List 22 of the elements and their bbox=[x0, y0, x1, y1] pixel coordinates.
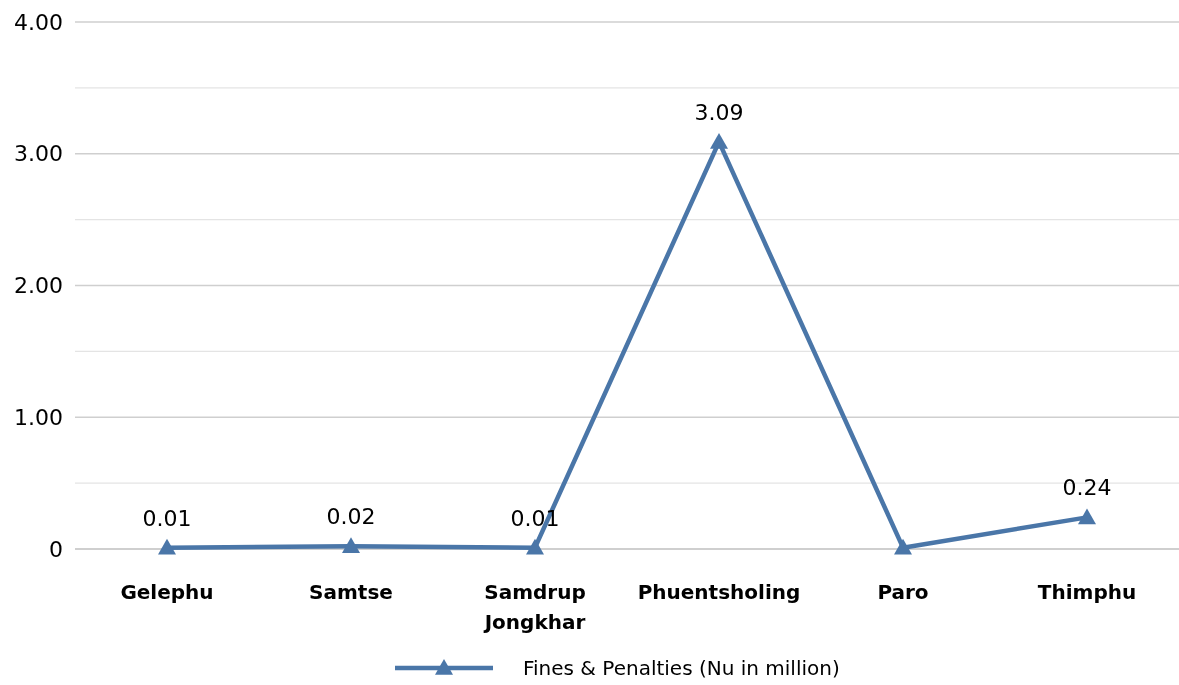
x-tick-label: Phuentsholing bbox=[637, 580, 801, 604]
y-tick-label: 3.00 bbox=[14, 141, 63, 167]
x-tick-label: Samtse bbox=[309, 580, 393, 604]
data-label: 0.02 bbox=[326, 504, 376, 530]
data-label: 3.09 bbox=[694, 99, 744, 125]
point bbox=[894, 538, 912, 555]
point bbox=[526, 538, 544, 555]
y-tick-label: 4.00 bbox=[14, 9, 63, 35]
data-label: 0.01 bbox=[142, 505, 192, 531]
x-tick-label: Thimphu bbox=[1037, 580, 1137, 604]
legend-label: Fines & Penalties (Nu in million) bbox=[523, 656, 840, 680]
x-tick-label: Gelephu bbox=[120, 580, 214, 604]
y-tick-label: 0 bbox=[49, 536, 63, 562]
point bbox=[710, 132, 728, 149]
x-tick-label: Samdrup Jongkhar bbox=[482, 580, 586, 634]
point bbox=[342, 537, 360, 554]
data-label: 0.24 bbox=[1062, 475, 1112, 501]
point bbox=[1078, 508, 1096, 525]
y-tick-label: 2.00 bbox=[14, 273, 63, 299]
y-tick-label: 1.00 bbox=[14, 404, 63, 430]
x-tick-label: Paro bbox=[877, 580, 929, 604]
point bbox=[158, 538, 176, 555]
